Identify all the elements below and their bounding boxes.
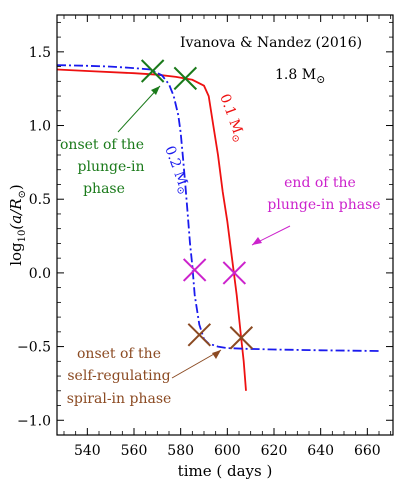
sun-symbol: ⊙ [228, 133, 241, 145]
arrow-head [151, 86, 160, 95]
annotation-plunge-end: end of the plunge-in phase [267, 175, 380, 213]
annotation-self-regulating: onset of the self-regulating spiral-in p… [67, 346, 172, 407]
series-line-0 [56, 68, 247, 391]
x-tick-label: 580 [167, 443, 194, 459]
sun-symbol: ⊙ [173, 185, 186, 197]
sun-symbol: ⊙ [316, 73, 325, 86]
y-tick-label: 1.0 [29, 119, 51, 135]
annotation-line: plunge-in phase [267, 197, 380, 213]
y-tick-label: 1.5 [29, 45, 51, 61]
annotation-line: end of the [284, 175, 356, 191]
marker-self-regulating [187, 323, 212, 347]
chart-title: Ivanova & Nandez (2016) [180, 35, 362, 51]
annotation-line: phase [83, 181, 125, 197]
x-axis-label: time ( days ) [178, 462, 273, 480]
sun-symbol: ⊙ [17, 190, 28, 198]
annotation-arrow [117, 85, 161, 133]
x-tick-label: 660 [354, 443, 381, 459]
annotation-line: plunge-in [78, 159, 145, 175]
annotation-line: onset of the [77, 346, 161, 362]
annotation-line: self-regulating [67, 368, 170, 384]
marker-plunge-end [222, 261, 247, 285]
mass-label: 1.8 M⊙ [275, 67, 325, 86]
y-tick-label: −1.0 [17, 413, 51, 429]
annotation-line: onset of the [60, 137, 144, 153]
annotation-plunge-onset: onset of the plunge-in phase [60, 137, 144, 197]
x-tick-label: 600 [214, 443, 241, 459]
y-tick-label: 0.5 [29, 192, 51, 208]
y-tick-label: 0.0 [29, 266, 51, 282]
tick-layer: 540 560 580 600 620 640 660 −1.0 −0.5 0.0 0.5 1.0 1.… [17, 15, 393, 459]
x-tick-label: 620 [261, 443, 288, 459]
series-label-0-1: 0.1 M⊙ [214, 92, 248, 145]
annotation-arrow [171, 349, 222, 379]
series-label-0-2: 0.2 M⊙ [159, 144, 193, 197]
y-axis-label: log10(a/R⊙) [7, 184, 28, 266]
marker-plunge-end [182, 258, 207, 282]
marker-plunge-onset [173, 66, 198, 91]
annotation-line: spiral-in phase [67, 391, 172, 407]
arrow-head [212, 350, 221, 359]
series-layer [56, 64, 380, 391]
x-tick-label: 640 [307, 443, 334, 459]
marker-self-regulating [229, 326, 254, 350]
x-tick-label: 540 [74, 443, 101, 459]
x-tick-label: 560 [121, 443, 148, 459]
y-tick-label: −0.5 [17, 340, 51, 356]
arrow-head [252, 237, 262, 245]
plot-frame [56, 14, 394, 436]
marker-plunge-onset [140, 59, 165, 83]
marker-layer [140, 59, 254, 350]
